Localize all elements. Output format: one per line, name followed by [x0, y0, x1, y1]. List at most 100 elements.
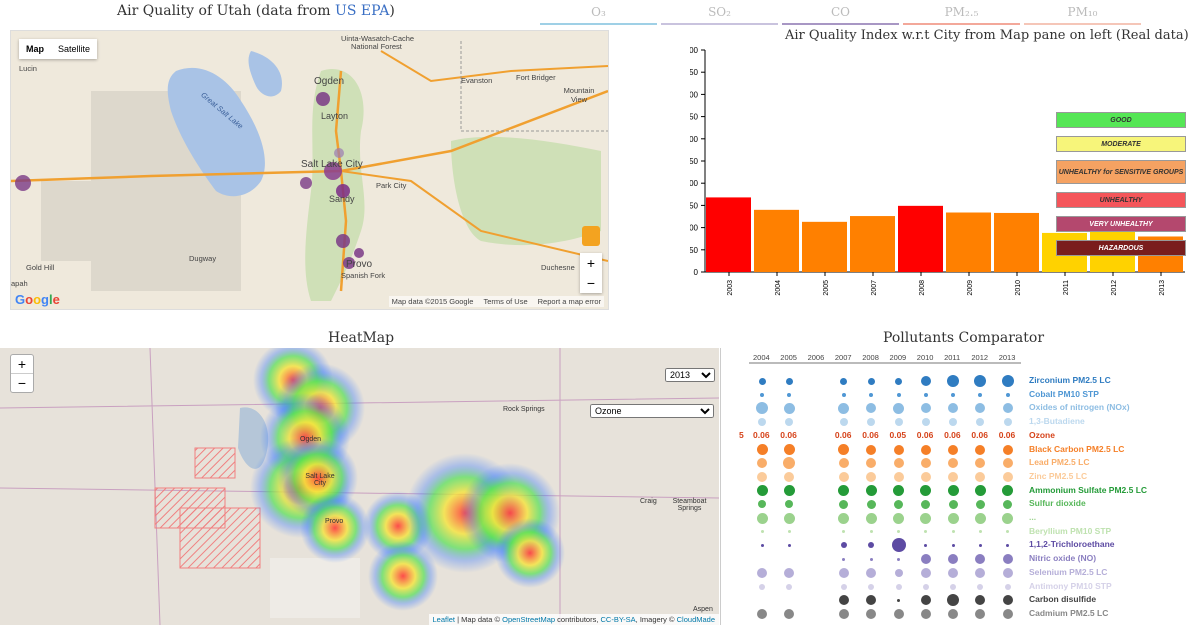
comparator-dot[interactable] — [920, 608, 931, 619]
comparator-dot[interactable] — [787, 543, 791, 547]
comparator-dot[interactable] — [974, 375, 987, 387]
comparator-dot[interactable] — [948, 444, 959, 455]
marker-3[interactable] — [300, 177, 312, 189]
pollutant-select[interactable]: Ozone — [590, 404, 714, 418]
comparator-dot[interactable] — [869, 530, 873, 534]
report-error-link[interactable]: Report a map error — [537, 297, 601, 306]
comparator-dot[interactable] — [923, 392, 928, 397]
comparator-dot[interactable] — [893, 444, 904, 455]
comparator-dot[interactable] — [839, 499, 849, 509]
comparator-dot[interactable] — [920, 458, 931, 469]
comparator-dot[interactable] — [838, 595, 849, 606]
comparator-dot[interactable] — [1002, 567, 1013, 578]
comparator-dot[interactable] — [866, 499, 876, 509]
comparator-dot[interactable] — [756, 485, 768, 497]
comparator-dot[interactable] — [867, 418, 876, 427]
pollutant-label[interactable]: Zinc PM2.5 LC — [1029, 470, 1088, 481]
tab-pollutant-0[interactable]: O₃ — [540, 5, 657, 25]
comparator-dot[interactable] — [951, 392, 956, 397]
comparator-dot[interactable] — [760, 530, 764, 534]
comparator-dot[interactable] — [758, 500, 766, 509]
comparator-dot[interactable] — [867, 377, 875, 385]
comparator-dot[interactable] — [756, 512, 768, 524]
pollutant-label[interactable]: Selenium PM2.5 LC — [1029, 566, 1108, 577]
comparator-dot[interactable] — [977, 583, 984, 590]
terms-link[interactable]: Terms of Use — [483, 297, 528, 306]
comparator-dot[interactable] — [894, 568, 903, 577]
comparator-dot[interactable] — [976, 418, 985, 427]
comparator-dot[interactable] — [868, 583, 875, 590]
tab-pollutant-1[interactable]: SO₂ — [661, 5, 778, 25]
comparator-dot[interactable] — [893, 458, 904, 469]
comparator-dot[interactable] — [757, 471, 767, 482]
comparator-dot[interactable] — [838, 458, 849, 469]
comparator-dot[interactable] — [838, 608, 849, 619]
pollutant-label[interactable]: ... — [1029, 512, 1037, 522]
comparator-dot[interactable] — [950, 583, 957, 590]
comparator-dot[interactable] — [975, 403, 986, 414]
comparator-dot[interactable] — [975, 567, 986, 578]
comparator-dot[interactable] — [978, 392, 983, 397]
comparator-dot[interactable] — [893, 485, 904, 497]
comparator-dot[interactable] — [756, 402, 768, 415]
comparator-dot[interactable] — [920, 512, 932, 524]
comparator-dot[interactable] — [920, 485, 932, 497]
comparator-dot[interactable] — [760, 392, 764, 397]
comparator-dot[interactable] — [922, 583, 929, 590]
comparator-dot[interactable] — [920, 471, 931, 482]
comparator-dot[interactable] — [869, 557, 873, 561]
comparator-dot[interactable] — [1002, 595, 1013, 606]
comparator-dot[interactable] — [838, 402, 850, 414]
comparator-dot[interactable] — [1006, 530, 1010, 534]
comparator-dot[interactable] — [842, 557, 846, 561]
comparator-dot[interactable] — [978, 530, 982, 534]
comparator-dot[interactable] — [842, 530, 846, 534]
comparator-dot[interactable] — [866, 567, 877, 578]
heatmap-zoom-in-button[interactable]: + — [17, 356, 27, 372]
comparator-dot[interactable] — [787, 392, 792, 397]
comparator-dot[interactable] — [947, 512, 959, 524]
comparator-dot[interactable] — [1005, 392, 1010, 397]
comparator-dot[interactable] — [1002, 608, 1013, 619]
marker-6[interactable] — [354, 248, 364, 258]
comparator-dot[interactable] — [784, 608, 795, 619]
comparator-dot[interactable] — [920, 376, 931, 386]
comparator-dot[interactable] — [785, 418, 794, 427]
comparator-dot[interactable] — [948, 471, 959, 482]
comparator-dot[interactable] — [893, 402, 904, 414]
comparator-dot[interactable] — [783, 485, 795, 497]
marker-ogden[interactable] — [316, 92, 330, 106]
comparator-dot[interactable] — [949, 418, 958, 427]
pollutant-label[interactable]: Carbon disulfide — [1029, 594, 1097, 605]
comparator-dot[interactable] — [1001, 375, 1014, 387]
comparator-dot[interactable] — [838, 485, 850, 497]
comparator-dot[interactable] — [894, 418, 903, 427]
pollutant-label[interactable]: Antimony PM10 STP — [1029, 580, 1112, 591]
comparator-dot[interactable] — [783, 444, 795, 455]
comparator-dot[interactable] — [948, 499, 958, 509]
comparator-dot[interactable] — [1002, 403, 1013, 414]
comparator-dot[interactable] — [951, 543, 955, 547]
comparator-dot[interactable] — [975, 595, 986, 606]
pollutant-label[interactable]: 1,3-Butadiene — [1029, 416, 1085, 427]
comparator-dot[interactable] — [893, 608, 904, 619]
comparator-dot[interactable] — [785, 500, 794, 509]
comparator-dot[interactable] — [1002, 471, 1013, 482]
comparator-dot[interactable] — [1003, 418, 1012, 427]
comparator-dot[interactable] — [921, 499, 931, 509]
comparator-dot[interactable] — [924, 530, 928, 534]
comparator-dot[interactable] — [840, 377, 848, 385]
us-epa-link[interactable]: US EPA — [335, 3, 390, 19]
osm-link[interactable]: OpenStreetMap — [502, 615, 556, 624]
comparator-dot[interactable] — [838, 444, 850, 455]
pollutant-label[interactable]: Sulfur dioxide — [1029, 498, 1086, 509]
comparator-dot[interactable] — [866, 403, 877, 414]
comparator-dot[interactable] — [757, 567, 767, 578]
comparator-dot[interactable] — [1004, 583, 1011, 590]
comparator-dot[interactable] — [895, 377, 902, 385]
comparator-dot[interactable] — [975, 471, 986, 482]
comparator-dot[interactable] — [838, 567, 849, 578]
comparator-dot[interactable] — [866, 608, 877, 619]
comparator-dot[interactable] — [920, 554, 931, 565]
comparator-dot[interactable] — [840, 542, 847, 549]
